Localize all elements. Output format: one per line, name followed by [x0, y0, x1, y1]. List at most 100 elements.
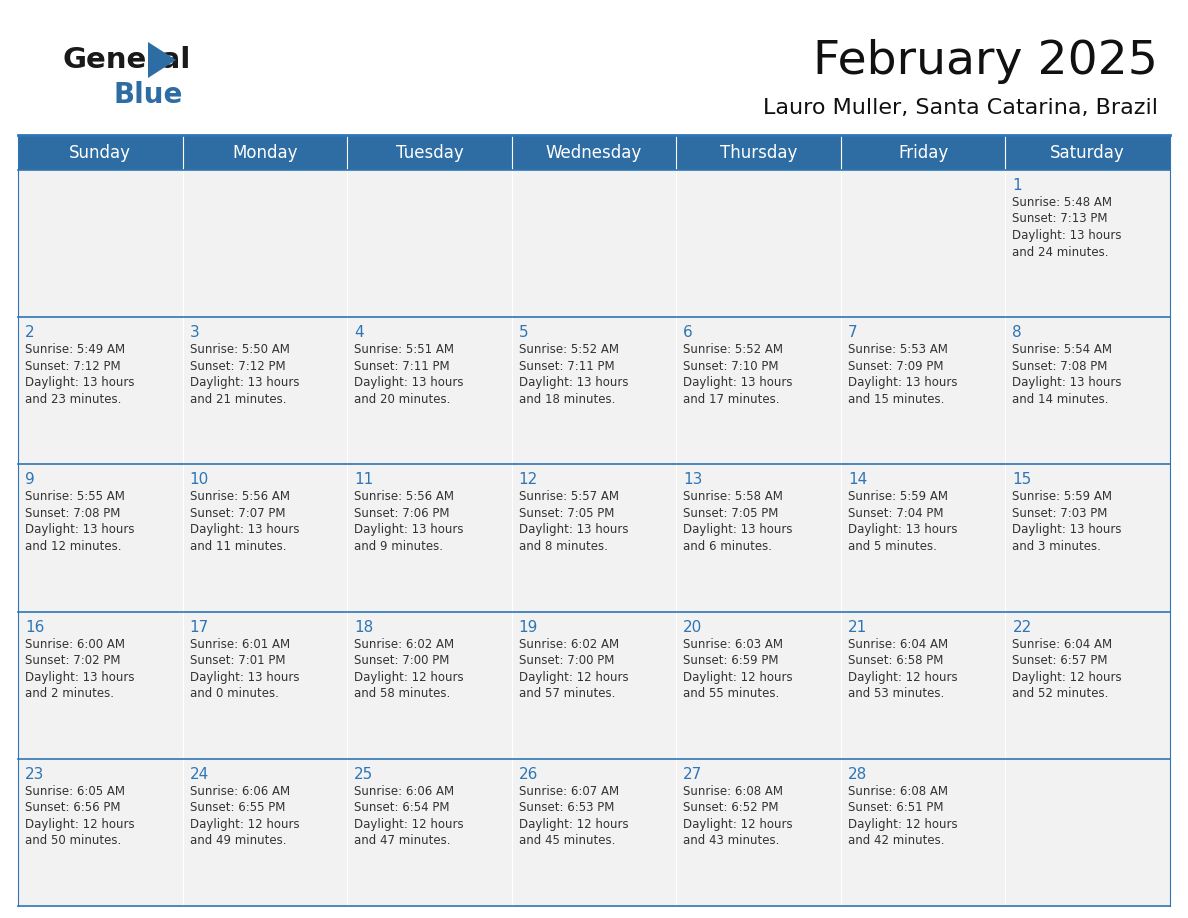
Text: 16: 16: [25, 620, 44, 634]
Text: Sunrise: 6:03 AM: Sunrise: 6:03 AM: [683, 638, 783, 651]
Text: Sunrise: 6:04 AM: Sunrise: 6:04 AM: [848, 638, 948, 651]
Bar: [18, 759, 1170, 906]
Text: Daylight: 13 hours: Daylight: 13 hours: [683, 523, 792, 536]
Text: Sunrise: 5:52 AM: Sunrise: 5:52 AM: [683, 343, 783, 356]
Text: and 57 minutes.: and 57 minutes.: [519, 687, 615, 700]
Text: Daylight: 13 hours: Daylight: 13 hours: [190, 523, 299, 536]
Text: Daylight: 13 hours: Daylight: 13 hours: [1012, 523, 1121, 536]
Text: Daylight: 13 hours: Daylight: 13 hours: [848, 376, 958, 389]
Text: Sunset: 6:51 PM: Sunset: 6:51 PM: [848, 801, 943, 814]
Text: and 58 minutes.: and 58 minutes.: [354, 687, 450, 700]
Text: Daylight: 12 hours: Daylight: 12 hours: [25, 818, 134, 831]
Text: Daylight: 12 hours: Daylight: 12 hours: [848, 671, 958, 684]
Text: Sunset: 7:01 PM: Sunset: 7:01 PM: [190, 655, 285, 667]
Text: Sunset: 7:10 PM: Sunset: 7:10 PM: [683, 360, 779, 373]
Text: Sunset: 6:53 PM: Sunset: 6:53 PM: [519, 801, 614, 814]
Text: and 49 minutes.: and 49 minutes.: [190, 834, 286, 847]
Text: Sunset: 7:08 PM: Sunset: 7:08 PM: [1012, 360, 1107, 373]
Text: Tuesday: Tuesday: [396, 143, 463, 162]
Text: Sunrise: 6:08 AM: Sunrise: 6:08 AM: [848, 785, 948, 798]
Text: and 43 minutes.: and 43 minutes.: [683, 834, 779, 847]
Text: Sunrise: 6:02 AM: Sunrise: 6:02 AM: [354, 638, 454, 651]
Text: Sunset: 7:00 PM: Sunset: 7:00 PM: [519, 655, 614, 667]
Text: 22: 22: [1012, 620, 1031, 634]
Text: and 50 minutes.: and 50 minutes.: [25, 834, 121, 847]
Text: and 11 minutes.: and 11 minutes.: [190, 540, 286, 553]
Text: 26: 26: [519, 767, 538, 782]
Text: Sunrise: 5:57 AM: Sunrise: 5:57 AM: [519, 490, 619, 503]
Text: and 45 minutes.: and 45 minutes.: [519, 834, 615, 847]
Text: Sunset: 6:58 PM: Sunset: 6:58 PM: [848, 655, 943, 667]
Text: 17: 17: [190, 620, 209, 634]
Text: and 42 minutes.: and 42 minutes.: [848, 834, 944, 847]
Text: Sunset: 6:59 PM: Sunset: 6:59 PM: [683, 655, 779, 667]
Text: Sunset: 7:11 PM: Sunset: 7:11 PM: [519, 360, 614, 373]
Text: Daylight: 13 hours: Daylight: 13 hours: [190, 376, 299, 389]
Text: Sunset: 7:06 PM: Sunset: 7:06 PM: [354, 507, 449, 520]
Text: Daylight: 13 hours: Daylight: 13 hours: [354, 523, 463, 536]
Text: Sunset: 7:13 PM: Sunset: 7:13 PM: [1012, 212, 1108, 226]
Text: and 47 minutes.: and 47 minutes.: [354, 834, 450, 847]
Text: and 53 minutes.: and 53 minutes.: [848, 687, 944, 700]
Text: 13: 13: [683, 473, 702, 487]
Text: Sunset: 7:08 PM: Sunset: 7:08 PM: [25, 507, 120, 520]
Text: Sunset: 6:55 PM: Sunset: 6:55 PM: [190, 801, 285, 814]
Text: and 12 minutes.: and 12 minutes.: [25, 540, 121, 553]
Text: 12: 12: [519, 473, 538, 487]
Text: and 5 minutes.: and 5 minutes.: [848, 540, 936, 553]
Text: Sunrise: 5:48 AM: Sunrise: 5:48 AM: [1012, 196, 1112, 209]
Text: Sunrise: 5:51 AM: Sunrise: 5:51 AM: [354, 343, 454, 356]
Text: and 2 minutes.: and 2 minutes.: [25, 687, 114, 700]
Text: 11: 11: [354, 473, 373, 487]
Text: 4: 4: [354, 325, 364, 341]
Text: and 8 minutes.: and 8 minutes.: [519, 540, 607, 553]
Text: Monday: Monday: [232, 143, 298, 162]
Text: 1: 1: [1012, 178, 1022, 193]
Text: Blue: Blue: [114, 81, 183, 109]
Text: Sunrise: 5:56 AM: Sunrise: 5:56 AM: [354, 490, 454, 503]
Text: Friday: Friday: [898, 143, 948, 162]
Text: Daylight: 13 hours: Daylight: 13 hours: [1012, 376, 1121, 389]
Text: Sunrise: 6:06 AM: Sunrise: 6:06 AM: [190, 785, 290, 798]
Text: Sunrise: 5:59 AM: Sunrise: 5:59 AM: [1012, 490, 1112, 503]
Text: Daylight: 13 hours: Daylight: 13 hours: [25, 376, 134, 389]
Text: Daylight: 13 hours: Daylight: 13 hours: [25, 671, 134, 684]
Text: Daylight: 12 hours: Daylight: 12 hours: [354, 818, 463, 831]
Text: Sunset: 7:07 PM: Sunset: 7:07 PM: [190, 507, 285, 520]
Bar: [18, 170, 1170, 318]
Text: Sunset: 7:02 PM: Sunset: 7:02 PM: [25, 655, 120, 667]
Text: Sunrise: 5:54 AM: Sunrise: 5:54 AM: [1012, 343, 1112, 356]
Text: Sunset: 7:12 PM: Sunset: 7:12 PM: [25, 360, 121, 373]
Text: 7: 7: [848, 325, 858, 341]
Text: and 15 minutes.: and 15 minutes.: [848, 393, 944, 406]
Text: Sunset: 7:11 PM: Sunset: 7:11 PM: [354, 360, 450, 373]
Text: and 21 minutes.: and 21 minutes.: [190, 393, 286, 406]
Text: Daylight: 13 hours: Daylight: 13 hours: [519, 523, 628, 536]
Text: 15: 15: [1012, 473, 1031, 487]
Text: Daylight: 13 hours: Daylight: 13 hours: [519, 376, 628, 389]
Text: Daylight: 12 hours: Daylight: 12 hours: [519, 818, 628, 831]
Text: and 23 minutes.: and 23 minutes.: [25, 393, 121, 406]
Text: 23: 23: [25, 767, 44, 782]
Text: Sunrise: 5:52 AM: Sunrise: 5:52 AM: [519, 343, 619, 356]
Text: 10: 10: [190, 473, 209, 487]
Text: Daylight: 13 hours: Daylight: 13 hours: [683, 376, 792, 389]
Text: Daylight: 13 hours: Daylight: 13 hours: [190, 671, 299, 684]
Text: Sunrise: 6:07 AM: Sunrise: 6:07 AM: [519, 785, 619, 798]
Text: Sunset: 6:56 PM: Sunset: 6:56 PM: [25, 801, 120, 814]
Text: 27: 27: [683, 767, 702, 782]
Text: and 0 minutes.: and 0 minutes.: [190, 687, 278, 700]
Text: 28: 28: [848, 767, 867, 782]
Text: Sunrise: 6:08 AM: Sunrise: 6:08 AM: [683, 785, 783, 798]
Text: Sunset: 6:52 PM: Sunset: 6:52 PM: [683, 801, 779, 814]
Text: 20: 20: [683, 620, 702, 634]
Text: and 3 minutes.: and 3 minutes.: [1012, 540, 1101, 553]
Text: Sunset: 6:57 PM: Sunset: 6:57 PM: [1012, 655, 1108, 667]
Text: 21: 21: [848, 620, 867, 634]
Text: 24: 24: [190, 767, 209, 782]
Text: Sunset: 7:04 PM: Sunset: 7:04 PM: [848, 507, 943, 520]
Text: Daylight: 13 hours: Daylight: 13 hours: [25, 523, 134, 536]
Bar: [18, 611, 1170, 759]
Text: Wednesday: Wednesday: [545, 143, 643, 162]
Text: Sunset: 7:09 PM: Sunset: 7:09 PM: [848, 360, 943, 373]
